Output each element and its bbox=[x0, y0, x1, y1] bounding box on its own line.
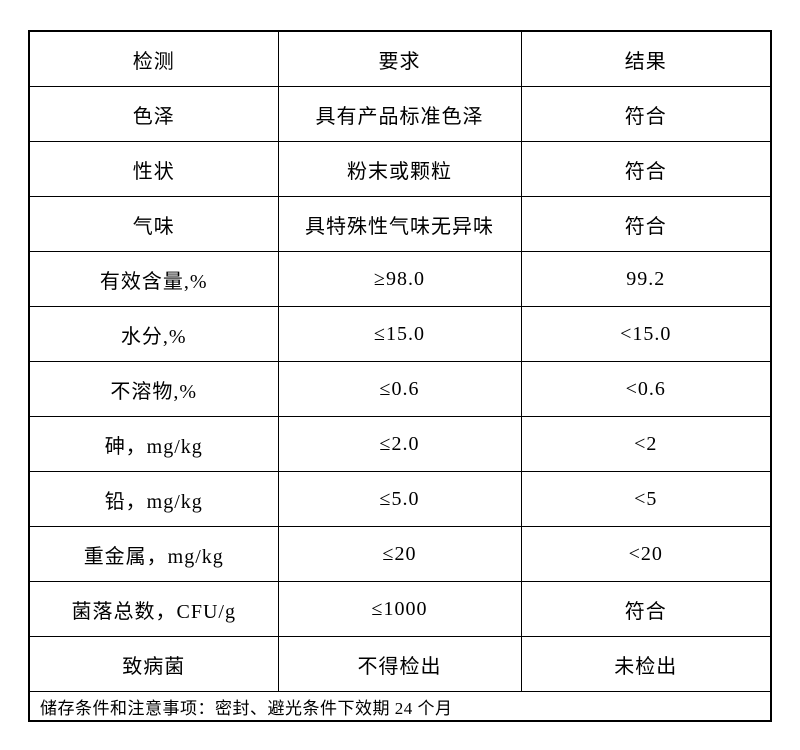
header-test: 检测 bbox=[28, 30, 279, 87]
header-result: 结果 bbox=[520, 30, 772, 87]
test-name-cell: 气味 bbox=[28, 196, 279, 252]
test-name-cell: 水分,% bbox=[28, 306, 279, 362]
test-name-cell: 性状 bbox=[28, 141, 279, 197]
table-row: 性状 粉末或颗粒 符合 bbox=[28, 141, 772, 197]
result-cell: 未检出 bbox=[520, 636, 772, 692]
requirement-cell: 具有产品标准色泽 bbox=[277, 86, 522, 142]
table-row: 色泽 具有产品标准色泽 符合 bbox=[28, 86, 772, 142]
table-row: 不溶物,% ≤0.6 <0.6 bbox=[28, 361, 772, 417]
result-cell: <15.0 bbox=[520, 306, 772, 362]
test-name-cell: 铅，mg/kg bbox=[28, 471, 279, 527]
result-cell: <2 bbox=[520, 416, 772, 472]
test-name-cell: 重金属，mg/kg bbox=[28, 526, 279, 582]
result-cell: <0.6 bbox=[520, 361, 772, 417]
test-name-cell: 砷，mg/kg bbox=[28, 416, 279, 472]
requirement-cell: ≤5.0 bbox=[277, 471, 522, 527]
table-row: 水分,% ≤15.0 <15.0 bbox=[28, 306, 772, 362]
test-name-cell: 不溶物,% bbox=[28, 361, 279, 417]
storage-note: 储存条件和注意事项：密封、避光条件下效期 24 个月 bbox=[28, 691, 772, 722]
result-cell: 符合 bbox=[520, 196, 772, 252]
result-cell: 符合 bbox=[520, 581, 772, 637]
test-name-cell: 致病菌 bbox=[28, 636, 279, 692]
result-cell: 符合 bbox=[520, 141, 772, 197]
table-row: 有效含量,% ≥98.0 99.2 bbox=[28, 251, 772, 307]
result-cell: 符合 bbox=[520, 86, 772, 142]
requirement-cell: 不得检出 bbox=[277, 636, 522, 692]
requirement-cell: ≤15.0 bbox=[277, 306, 522, 362]
result-cell: <5 bbox=[520, 471, 772, 527]
result-cell: <20 bbox=[520, 526, 772, 582]
result-cell: 99.2 bbox=[520, 251, 772, 307]
table-row: 铅，mg/kg ≤5.0 <5 bbox=[28, 471, 772, 527]
test-name-cell: 色泽 bbox=[28, 86, 279, 142]
table-row: 重金属，mg/kg ≤20 <20 bbox=[28, 526, 772, 582]
requirement-cell: 具特殊性气味无异味 bbox=[277, 196, 522, 252]
requirement-cell: ≤2.0 bbox=[277, 416, 522, 472]
inspection-table: 检测 要求 结果 色泽 具有产品标准色泽 符合 性状 粉末或颗粒 符合 气味 具… bbox=[28, 30, 772, 722]
requirement-cell: ≥98.0 bbox=[277, 251, 522, 307]
test-name-cell: 菌落总数，CFU/g bbox=[28, 581, 279, 637]
header-row: 检测 要求 结果 bbox=[28, 30, 772, 87]
table-row: 砷，mg/kg ≤2.0 <2 bbox=[28, 416, 772, 472]
table-row: 菌落总数，CFU/g ≤1000 符合 bbox=[28, 581, 772, 637]
test-name-cell: 有效含量,% bbox=[28, 251, 279, 307]
requirement-cell: ≤20 bbox=[277, 526, 522, 582]
requirement-cell: 粉末或颗粒 bbox=[277, 141, 522, 197]
table-row: 气味 具特殊性气味无异味 符合 bbox=[28, 196, 772, 252]
requirement-cell: ≤0.6 bbox=[277, 361, 522, 417]
table-row: 致病菌 不得检出 未检出 bbox=[28, 636, 772, 692]
header-requirement: 要求 bbox=[277, 30, 522, 87]
requirement-cell: ≤1000 bbox=[277, 581, 522, 637]
footer-row: 储存条件和注意事项：密封、避光条件下效期 24 个月 bbox=[28, 691, 772, 722]
